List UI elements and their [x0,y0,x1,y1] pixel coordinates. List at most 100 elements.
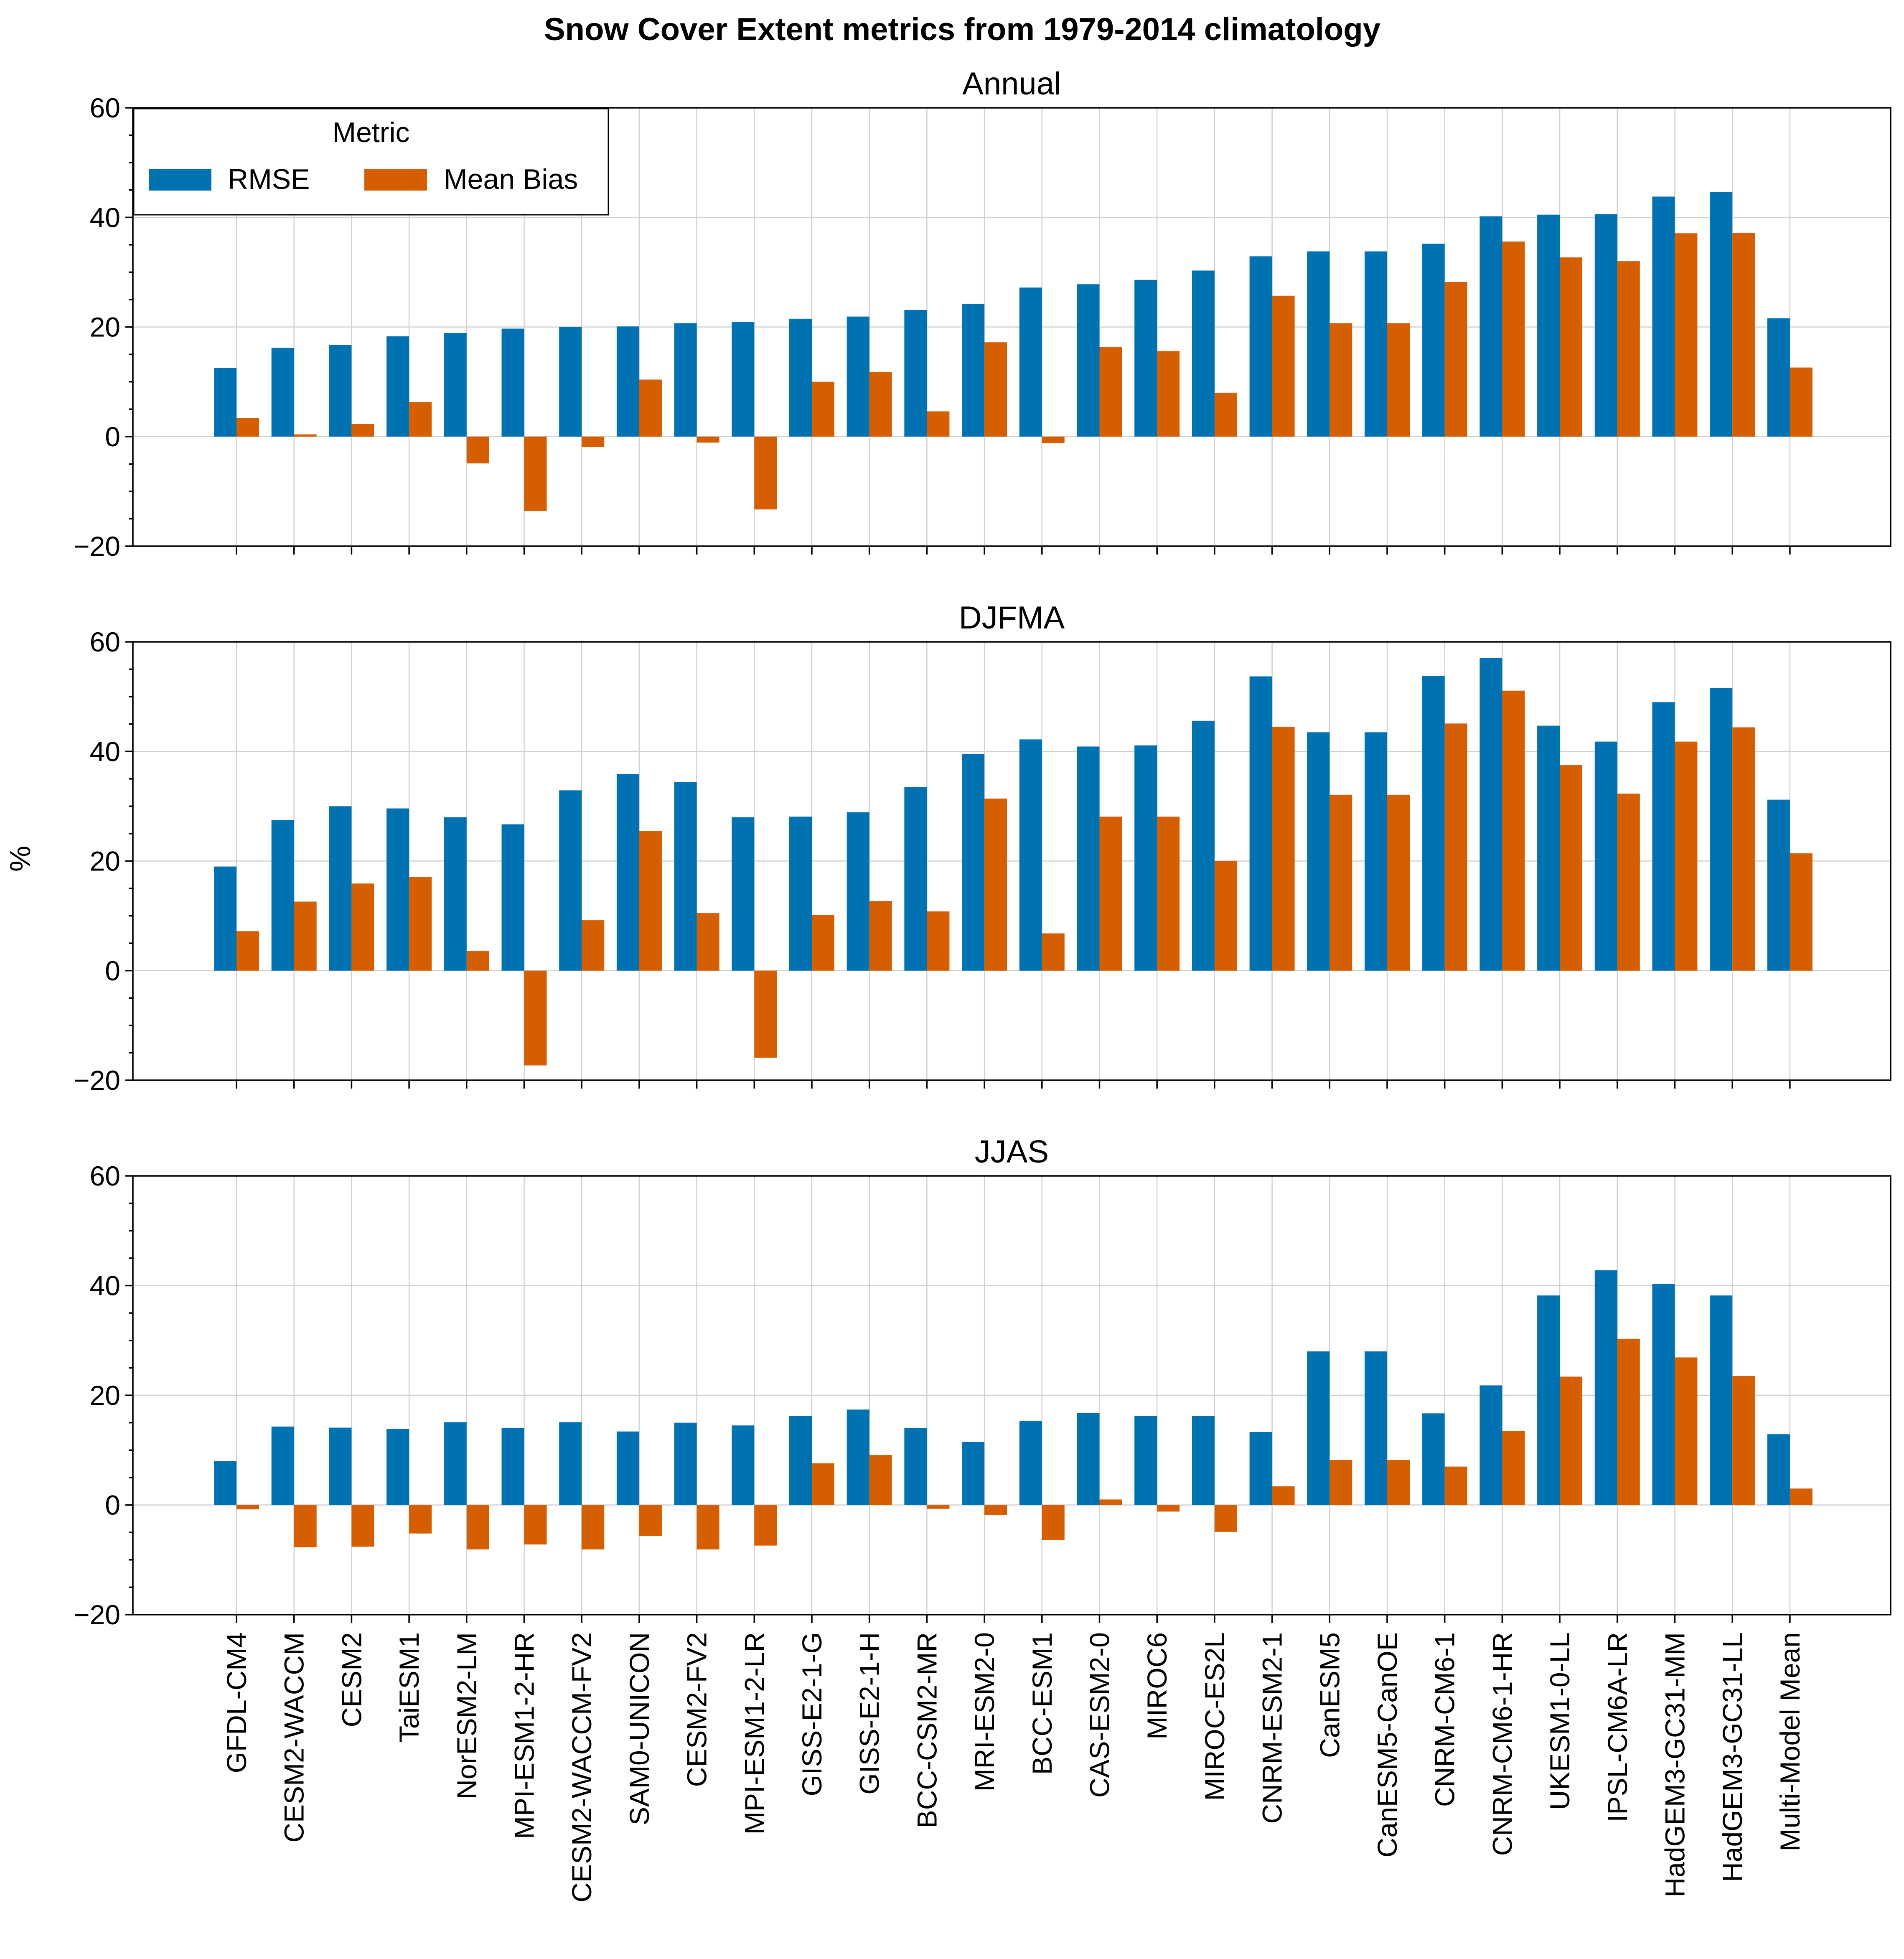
x-tick-label: MIROC6 [1141,1632,1172,1740]
panel-jjas: −20 0 20 40 60 JJAS GFDL-CM4 CESM2-WACCM CESM2 Ta… [74,1134,1891,1903]
bar-rmse-mri-esm2-0 [962,1442,985,1505]
bar-mean-bias-multi-model mean [1790,853,1812,971]
bar-rmse-sam0-unicon [616,326,639,437]
bar-mean-bias-giss-e2-1-g [812,915,834,971]
x-tick-label: TaiESM1 [394,1632,425,1743]
bar-rmse-taiesm1 [386,808,409,971]
bar-mean-bias-bcc-esm1 [1042,1505,1065,1540]
y-tick-label: 0 [105,955,120,986]
bar-rmse-giss-e2-1-g [789,817,812,971]
bar-rmse-cnrm-cm6-1-hr [1479,216,1502,437]
x-tick-label: CanESM5 [1314,1632,1345,1758]
legend-label-mean-bias: Mean Bias [444,163,578,195]
x-tick-label: MPI-ESM1-2-HR [509,1632,540,1839]
x-tick-label: CNRM-CM6-1 [1429,1632,1460,1807]
bar-rmse-bcc-csm2-mr [904,787,927,971]
bar-mean-bias-hadgem3-gc31-mm [1675,1357,1698,1505]
bar-rmse-bcc-esm1 [1019,1421,1042,1505]
bar-mean-bias-canesm5-canoe [1387,323,1410,437]
bar-mean-bias-giss-e2-1-h [869,1455,892,1505]
bar-mean-bias-mpi-esm1-2-lr [754,970,777,1058]
bar-mean-bias-cesm2-waccm-fv2 [582,920,605,971]
bar-rmse-canesm5-canoe [1365,732,1387,971]
bar-rmse-cnrm-cm6-1-hr [1479,1385,1502,1505]
bar-mean-bias-cesm2-fv2 [697,913,719,971]
bar-mean-bias-cesm2-fv2 [697,436,719,443]
bar-rmse-mpi-esm1-2-lr [732,1425,755,1505]
bar-mean-bias-ipsl-cm6a-lr [1617,261,1640,437]
bar-rmse-ipsl-cm6a-lr [1594,214,1617,437]
x-tick-label: SAM0-UNICON [624,1632,655,1825]
x-tick-label: CESM2-WACCM [279,1632,310,1843]
bar-rmse-multi-model mean [1767,799,1790,971]
bar-rmse-mpi-esm1-2-hr [501,1428,524,1505]
bar-mean-bias-giss-e2-1-h [869,372,892,437]
bar-mean-bias-miroc6 [1157,1505,1180,1512]
x-tick-label: Multi-Model Mean [1774,1632,1805,1852]
bar-mean-bias-sam0-unicon [639,831,662,971]
bar-mean-bias-multi-model mean [1790,367,1812,437]
bar-rmse-cesm2-waccm [271,820,294,971]
bar-mean-bias-hadgem3-gc31-ll [1732,232,1755,437]
bar-rmse-giss-e2-1-g [789,1416,812,1505]
bar-rmse-miroc-es2l [1192,1416,1215,1505]
bar-mean-bias-mpi-esm1-2-hr [524,1505,547,1544]
bar-mean-bias-gfdl-cm4 [236,931,259,971]
bar-mean-bias-cesm2-waccm-fv2 [582,436,605,447]
x-tick-label: CESM2-WACCM-FV2 [566,1632,597,1903]
y-tick-label: 60 [90,1160,120,1191]
legend-swatch-mean-bias [364,169,427,191]
x-tick-label: UKESM1-0-LL [1544,1632,1575,1810]
bar-mean-bias-canesm5-canoe [1387,794,1410,971]
bar-mean-bias-mpi-esm1-2-hr [524,436,547,511]
bar-mean-bias-noresm2-lm [466,951,489,971]
bar-mean-bias-cnrm-cm6-1-hr [1502,241,1525,437]
x-tick-label: MRI-ESM2-0 [969,1632,1000,1791]
legend-title: Metric [332,117,409,148]
bar-mean-bias-noresm2-lm [466,1505,489,1549]
bar-rmse-cas-esm2-0 [1077,1413,1100,1505]
bar-mean-bias-mri-esm2-0 [984,1505,1007,1515]
y-tick-label: 40 [90,202,120,233]
legend: Metric RMSE Mean Bias [133,108,609,216]
bar-mean-bias-miroc6 [1157,351,1180,437]
bar-mean-bias-cnrm-cm6-1 [1444,282,1467,437]
bar-mean-bias-canesm5 [1329,794,1352,971]
x-tick-label: CESM2-FV2 [681,1632,712,1787]
bar-rmse-gfdl-cm4 [214,1461,236,1505]
bar-mean-bias-cnrm-esm2-1 [1272,1486,1295,1505]
bar-mean-bias-bcc-csm2-mr [927,1505,950,1509]
y-tick-label: 40 [90,736,120,767]
bar-rmse-cesm2-fv2 [674,323,697,437]
bar-rmse-bcc-esm1 [1019,739,1042,971]
x-tick-label: CNRM-ESM2-1 [1257,1632,1288,1824]
bar-mean-bias-gfdl-cm4 [236,1505,259,1509]
bar-mean-bias-miroc-es2l [1214,861,1237,971]
bar-rmse-mri-esm2-0 [962,754,985,971]
bar-rmse-cnrm-cm6-1 [1422,1413,1445,1505]
bar-mean-bias-mpi-esm1-2-lr [754,1505,777,1546]
bar-mean-bias-ukesm1-0-ll [1560,257,1583,437]
bar-rmse-cnrm-esm2-1 [1249,676,1272,971]
x-tick-label: CNRM-CM6-1-HR [1487,1632,1518,1856]
bar-mean-bias-canesm5 [1329,1460,1352,1505]
x-tick-label: BCC-ESM1 [1027,1632,1057,1775]
bar-rmse-noresm2-lm [444,817,467,971]
bar-mean-bias-miroc-es2l [1214,1505,1237,1532]
x-tick-label: GISS-E2-1-G [796,1632,827,1796]
bar-mean-bias-hadgem3-gc31-ll [1732,1376,1755,1505]
bar-mean-bias-mpi-esm1-2-lr [754,436,777,510]
bar-rmse-sam0-unicon [616,774,639,971]
bar-mean-bias-sam0-unicon [639,379,662,437]
bar-mean-bias-bcc-esm1 [1042,436,1065,443]
bar-rmse-cnrm-cm6-1-hr [1479,658,1502,971]
y-tick-label: 60 [90,626,120,657]
bar-mean-bias-cesm2-waccm [294,1505,317,1547]
bar-rmse-taiesm1 [386,1429,409,1505]
panel-djfma: −20 0 20 40 60 DJFMA [74,600,1891,1096]
bar-rmse-miroc-es2l [1192,270,1215,437]
bar-mean-bias-noresm2-lm [466,436,489,464]
bar-rmse-noresm2-lm [444,333,467,437]
bar-mean-bias-multi-model mean [1790,1488,1812,1505]
bar-rmse-ukesm1-0-ll [1537,214,1560,437]
